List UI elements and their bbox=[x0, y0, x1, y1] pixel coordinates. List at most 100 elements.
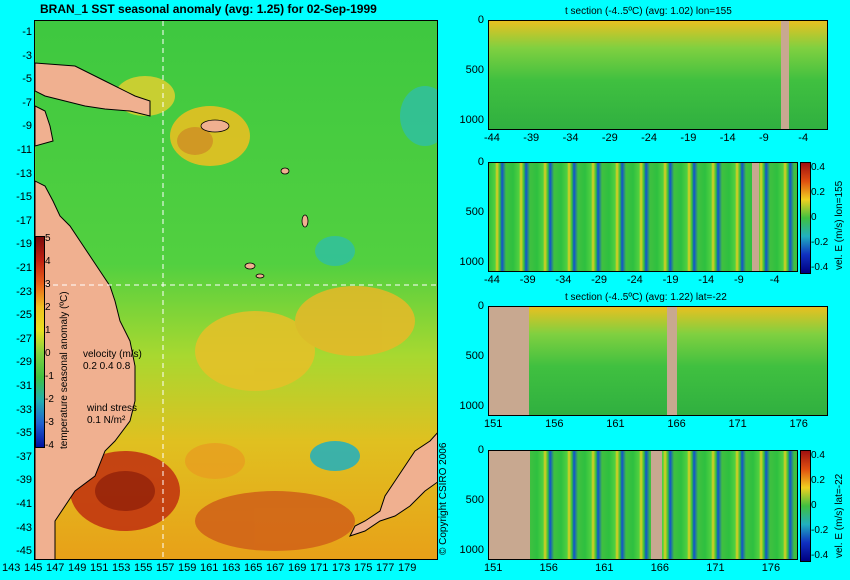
depth-tick-label: 0 bbox=[477, 156, 484, 168]
lon-tick-label: 155 bbox=[134, 562, 153, 574]
temperature-section-plot[interactable] bbox=[488, 306, 828, 416]
land-mask bbox=[781, 21, 789, 129]
lon-tick-label: 167 bbox=[266, 562, 285, 574]
velocity-colorbar-label: vel. E (m/s) lat=-22 bbox=[834, 473, 845, 558]
section-x-tick-label: -44 bbox=[484, 132, 500, 144]
depth-tick-label: 500 bbox=[465, 64, 484, 76]
velocity-section-plot[interactable] bbox=[488, 162, 798, 272]
colorbar-tick-label: 1 bbox=[45, 325, 51, 336]
land-mask bbox=[751, 163, 759, 271]
section-x-tick-label: 161 bbox=[606, 418, 625, 430]
cape-york-land bbox=[35, 105, 54, 147]
depth-tick-label: 1000 bbox=[459, 114, 484, 126]
lat-tick-label: -27 bbox=[16, 332, 32, 345]
section-x-tick-label: -19 bbox=[662, 274, 679, 286]
velocity-colorbar-tick: 0 bbox=[811, 500, 817, 511]
lat-tick-label: -17 bbox=[16, 214, 32, 227]
new-zealand-land bbox=[349, 432, 437, 537]
velocity-colorbar-tick: -0.2 bbox=[811, 237, 829, 248]
lat-tick-label: -21 bbox=[16, 262, 32, 274]
lon-tick-label: 151 bbox=[90, 562, 109, 574]
velocity-colorbar-tick: 0.2 bbox=[811, 187, 825, 198]
lat-tick-label: -19 bbox=[16, 238, 32, 251]
depth-tick-label: 1000 bbox=[459, 256, 484, 268]
png-land bbox=[35, 62, 151, 117]
anomaly-blobs bbox=[70, 76, 437, 551]
velocity-section-plot[interactable] bbox=[488, 450, 798, 560]
colorbar-tick-label: 4 bbox=[45, 256, 51, 267]
section-x-tick-label: -44 bbox=[484, 274, 500, 286]
velocity-colorbar-tick: -0.2 bbox=[811, 525, 829, 536]
section-x-tick-label: 166 bbox=[650, 562, 670, 574]
section-x-tick-label: 151 bbox=[484, 562, 503, 574]
land-mask bbox=[489, 451, 531, 559]
colorbar-tick-label: 5 bbox=[45, 233, 51, 244]
section-title: t section (-4..5ºC) (avg: 1.22) lat=-22 bbox=[565, 292, 727, 303]
depth-tick-label: 0 bbox=[477, 300, 484, 312]
velocity-legend-scale: 0.2 0.4 0.8 bbox=[83, 361, 131, 372]
lat-tick-label: -29 bbox=[16, 356, 32, 369]
section-x-tick-label: 171 bbox=[706, 562, 725, 574]
section-x-tick-label: -39 bbox=[519, 274, 536, 286]
colorbar-tick-label: 3 bbox=[45, 279, 51, 290]
section-x-tick-label: -29 bbox=[601, 132, 618, 144]
map-lon-axis: 143 145 147 149 151 153 155 157 159 161 163 165 167 1… bbox=[2, 562, 442, 578]
section-x-tick-label: -34 bbox=[555, 274, 572, 286]
lat-tick-label: -37 bbox=[16, 450, 32, 463]
velocity-colorbar-tick: -0.4 bbox=[811, 262, 829, 273]
map-lat-axis: -1 -3 -5 -7 -9 -11 -13 -15 -17 -19 -21 -23 -25 -27 -29… bbox=[0, 20, 32, 560]
velocity-colorbar bbox=[800, 162, 811, 274]
section-x-tick-label: 171 bbox=[728, 418, 747, 430]
section-x-tick-label: -4 bbox=[798, 132, 809, 144]
section-x-tick-label: -4 bbox=[769, 274, 780, 286]
section-x-tick-label: -19 bbox=[680, 132, 697, 144]
colorbar-tick-label: -4 bbox=[45, 440, 54, 451]
lon-tick-label: 175 bbox=[354, 562, 373, 574]
islands bbox=[200, 119, 309, 279]
velocity-colorbar bbox=[800, 450, 811, 562]
australia-land bbox=[35, 180, 136, 559]
sst-colorbar bbox=[35, 236, 45, 448]
depth-tick-label: 1000 bbox=[459, 544, 484, 556]
temperature-section-plot[interactable] bbox=[488, 20, 828, 130]
colorbar-tick-label: -3 bbox=[45, 417, 54, 428]
lon-tick-label: 165 bbox=[244, 562, 263, 574]
lon-tick-label: 145 bbox=[24, 562, 43, 574]
colorbar-tick-label: -1 bbox=[45, 371, 54, 382]
depth-tick-label: 0 bbox=[477, 444, 484, 456]
lon-tick-label: 143 bbox=[2, 562, 21, 574]
section-x-tick-label: -24 bbox=[626, 274, 643, 286]
section-x-tick-label: 161 bbox=[595, 562, 614, 574]
section-x-tick-label: -14 bbox=[719, 132, 736, 144]
velocity-colorbar-label: vel. E (m/s) lon=155 bbox=[834, 180, 845, 270]
depth-tick-label: 1000 bbox=[459, 400, 484, 412]
section-x-tick-label: -39 bbox=[523, 132, 540, 144]
section-x-tick-label: -9 bbox=[734, 274, 744, 286]
velocity-colorbar-tick: 0 bbox=[811, 212, 817, 223]
lon-tick-label: 179 bbox=[398, 562, 417, 574]
section-title: t section (-4..5ºC) (avg: 1.02) lon=155 bbox=[565, 6, 732, 17]
lon-tick-label: 163 bbox=[222, 562, 241, 574]
section-x-tick-label: -14 bbox=[698, 274, 715, 286]
lon-tick-label: 153 bbox=[112, 562, 131, 574]
velocity-colorbar-tick: 0.4 bbox=[811, 450, 825, 461]
section-x-tick-label: -24 bbox=[641, 132, 658, 144]
lon-tick-label: 149 bbox=[68, 562, 87, 574]
lat-tick-label: -41 bbox=[16, 498, 32, 510]
lat-tick-label: -15 bbox=[16, 191, 32, 204]
section-x-tick-label: 156 bbox=[545, 418, 564, 430]
lat-tick-label: -13 bbox=[16, 167, 32, 180]
section-x-tick-label: -29 bbox=[591, 274, 608, 286]
lon-tick-label: 147 bbox=[46, 562, 65, 574]
lat-tick-label: -11 bbox=[16, 144, 32, 156]
map-canvas bbox=[35, 21, 437, 559]
depth-tick-label: 0 bbox=[477, 14, 484, 26]
sst-anomaly-map[interactable]: 5 4 3 2 1 0 -1 -2 -3 -4 temperature seasonal anom… bbox=[34, 20, 438, 560]
lat-tick-label: -35 bbox=[16, 427, 32, 440]
colorbar-tick-label: 0 bbox=[45, 348, 51, 359]
land-mask bbox=[489, 307, 529, 415]
wind-legend-label: wind stress bbox=[87, 403, 138, 414]
depth-tick-label: 500 bbox=[465, 494, 484, 506]
depth-tick-label: 500 bbox=[465, 350, 484, 362]
depth-tick-label: 500 bbox=[465, 206, 484, 218]
